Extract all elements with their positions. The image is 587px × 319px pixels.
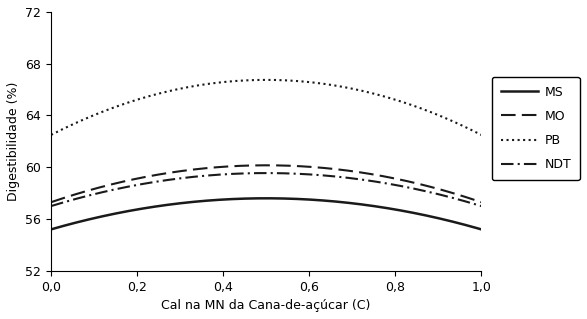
Legend: MS, MO, PB, NDT: MS, MO, PB, NDT [492, 77, 580, 180]
Y-axis label: Digestibilidade (%): Digestibilidade (%) [7, 82, 20, 201]
X-axis label: Cal na MN da Cana-de-açúcar (C): Cal na MN da Cana-de-açúcar (C) [161, 299, 371, 312]
